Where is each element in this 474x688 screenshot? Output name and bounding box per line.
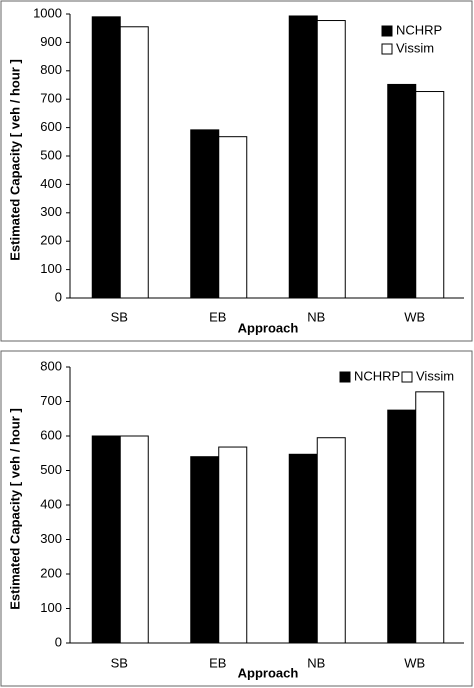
y-axis-label: Estimated Capacity [ veh / hour ] (7, 59, 22, 261)
panel-border (0, 0, 473, 342)
legend-label: Vissim (396, 40, 434, 55)
x-tick-label: SB (111, 309, 128, 324)
bar (288, 453, 318, 644)
legend-label: NCHRP (354, 368, 400, 383)
legend-swatch (339, 371, 351, 383)
y-tick-label: 600 (40, 119, 62, 134)
y-tick-label: 200 (40, 565, 62, 580)
bar (387, 83, 417, 299)
y-tick-label: 700 (40, 91, 62, 106)
x-tick-label: EB (209, 309, 226, 324)
y-tick-label: 500 (40, 462, 62, 477)
legend-label: NCHRP (396, 22, 442, 37)
bar (415, 91, 445, 299)
y-tick-label: 100 (40, 600, 62, 615)
x-tick-label: NB (307, 309, 325, 324)
y-tick-label: 400 (40, 176, 62, 191)
legend-swatch (401, 371, 413, 383)
y-tick-label: 500 (40, 147, 62, 162)
bar (119, 435, 149, 644)
y-tick-label: 300 (40, 531, 62, 546)
x-tick-label: EB (209, 655, 226, 670)
bar (316, 20, 346, 299)
x-tick-label: WB (404, 309, 425, 324)
y-tick-label: 900 (40, 34, 62, 49)
x-tick-label: WB (404, 655, 425, 670)
panel-border (0, 350, 473, 687)
y-tick-label: 800 (40, 358, 62, 373)
bar (91, 16, 121, 299)
legend-label: Vissim (416, 368, 454, 383)
x-axis-label: Approach (238, 320, 299, 335)
bar (190, 129, 220, 299)
y-tick-label: 0 (55, 634, 62, 649)
bar (218, 446, 248, 644)
y-tick-label: 700 (40, 393, 62, 408)
x-axis-label: Approach (238, 665, 299, 680)
y-tick-label: 600 (40, 427, 62, 442)
y-tick-label: 400 (40, 496, 62, 511)
y-tick-label: 300 (40, 204, 62, 219)
bar (387, 409, 417, 644)
y-tick-label: 800 (40, 62, 62, 77)
y-tick-label: 100 (40, 261, 62, 276)
bar (415, 391, 445, 644)
bar (91, 435, 121, 644)
bar (190, 456, 220, 644)
bar (316, 437, 346, 644)
x-tick-label: SB (111, 655, 128, 670)
y-tick-label: 0 (55, 289, 62, 304)
legend-swatch (381, 25, 393, 37)
legend-swatch (381, 43, 393, 55)
bar (218, 136, 248, 299)
bar (119, 26, 149, 299)
bar (288, 15, 318, 299)
y-tick-label: 200 (40, 233, 62, 248)
x-tick-label: NB (307, 655, 325, 670)
y-tick-label: 1000 (33, 5, 62, 20)
y-axis-label: Estimated Capacity [ veh / hour ] (7, 408, 22, 610)
